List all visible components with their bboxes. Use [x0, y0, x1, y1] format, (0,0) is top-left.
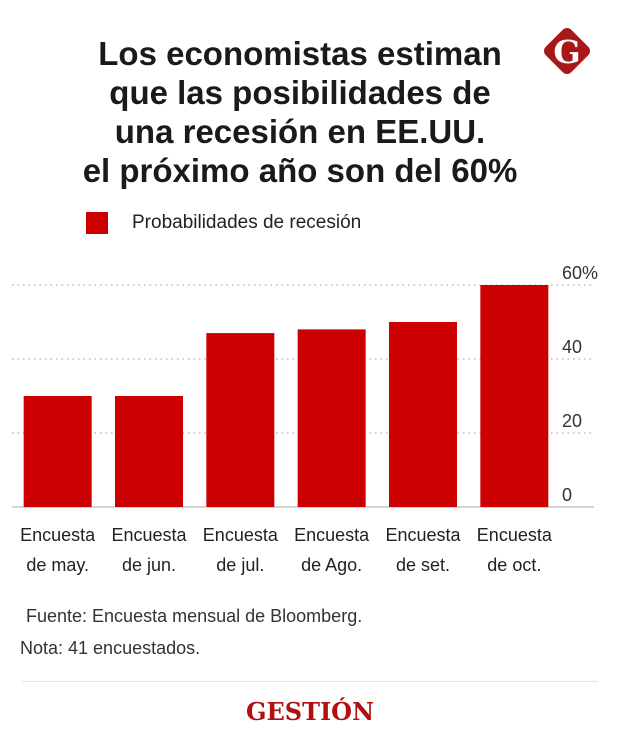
chart-title: Los economistas estiman que las posibili… [40, 34, 560, 190]
y-tick-label: 60% [562, 263, 598, 283]
bar-chart: 0 20 40 60% Encuesta de may. Encuesta de jun. En… [12, 263, 598, 575]
legend-label: Probabilidades de recesión [132, 212, 362, 233]
bar [389, 322, 457, 507]
source-note: Fuente: Encuesta mensual de Bloomberg. [26, 606, 363, 626]
bar [206, 333, 275, 507]
title-line: Los economistas estiman [98, 35, 502, 72]
bar [23, 396, 92, 507]
svg-text:G: G [553, 33, 580, 71]
legend-swatch [86, 212, 108, 234]
x-tick-label: Encuesta [20, 525, 96, 545]
bar [297, 329, 366, 507]
x-tick-label: de may. [26, 555, 89, 575]
x-tick-label: Encuesta [477, 525, 553, 545]
title-line: que las posibilidades de [109, 74, 491, 111]
x-tick-label: Encuesta [385, 525, 461, 545]
bar [115, 396, 183, 507]
brand-logo: GESTIÓN [245, 697, 375, 726]
legend: Probabilidades de recesión [86, 212, 361, 234]
divider [22, 681, 598, 682]
y-tick-label: 0 [562, 485, 572, 505]
bar [480, 285, 549, 507]
title-line: una recesión en EE.UU. [114, 113, 486, 150]
x-tick-label: de jul. [216, 555, 264, 575]
y-tick-label: 40 [562, 337, 582, 357]
y-tick-label: 20 [562, 411, 582, 431]
x-tick-label: de set. [396, 555, 450, 575]
x-tick-label: de Ago. [301, 555, 362, 575]
x-tick-label: Encuesta [294, 525, 370, 545]
gestion-logo-icon: G [544, 28, 590, 74]
respondents-note: Nota: 41 encuestados. [20, 638, 201, 658]
x-tick-label: Encuesta [203, 525, 279, 545]
x-tick-label: de oct. [487, 555, 541, 575]
x-tick-label: de jun. [122, 555, 176, 575]
x-tick-label: Encuesta [111, 525, 187, 545]
title-line: el próximo año son del 60% [82, 152, 518, 189]
